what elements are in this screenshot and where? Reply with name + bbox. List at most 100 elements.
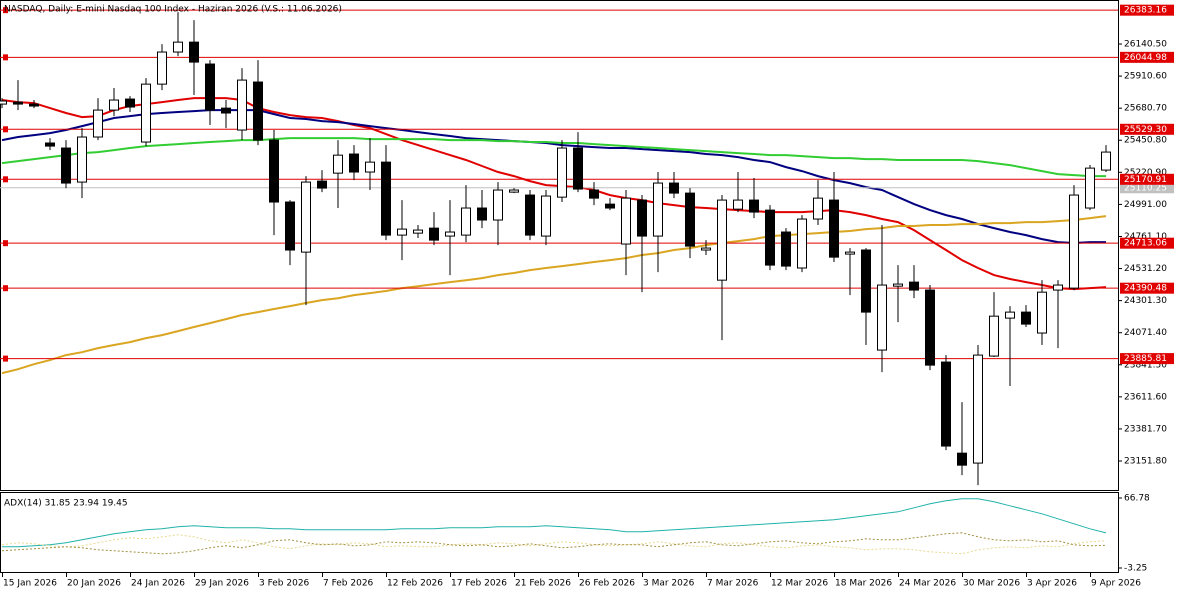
y-tick-label: 25680.70	[1124, 104, 1167, 114]
y-tick-label: -3.25	[1124, 564, 1147, 574]
level-label: 24713.06	[1124, 239, 1167, 249]
candle-body	[893, 283, 903, 287]
y-tick-label: 23151.80	[1124, 457, 1167, 467]
candle-body	[429, 227, 439, 241]
candle-body	[365, 161, 375, 173]
indicator-label: ADX(14) 31.85 23.94 19.45	[4, 499, 128, 509]
candle-body	[349, 153, 359, 173]
candle-body	[301, 181, 311, 253]
candle-body	[733, 199, 743, 210]
candle-body	[1005, 311, 1015, 319]
level-label: 23885.81	[1124, 354, 1167, 364]
candle-body	[61, 147, 71, 184]
candle-body	[573, 147, 583, 190]
level-marker	[3, 126, 8, 133]
candle-body	[797, 218, 807, 269]
x-tick-label: 15 Jan 2026	[3, 579, 57, 589]
main-panel	[0, 0, 1119, 491]
level-label: 25529.30	[1124, 125, 1167, 135]
candle-body	[477, 207, 487, 221]
candle-body	[941, 361, 951, 447]
level-marker	[3, 54, 8, 61]
candle-body	[685, 192, 695, 247]
candle-body	[877, 284, 887, 351]
candle-body	[813, 197, 823, 220]
y-tick-label: 24531.20	[1124, 264, 1167, 274]
candle-body	[541, 195, 551, 237]
candle-body	[525, 194, 535, 236]
candle-body	[1085, 167, 1095, 209]
candle-body	[1101, 151, 1111, 171]
candle-body	[253, 81, 263, 141]
level-tag	[1120, 51, 1174, 63]
candle-body	[925, 289, 935, 366]
x-tick-label: 20 Jan 2026	[67, 579, 121, 589]
candle-body	[381, 161, 391, 236]
candle-body	[445, 231, 455, 237]
candle-body	[1069, 194, 1079, 289]
candle-body	[29, 103, 39, 107]
y-tick-label: 24071.40	[1124, 328, 1167, 338]
candle-body	[957, 452, 967, 466]
x-tick-label: 26 Feb 2026	[579, 579, 635, 589]
candle-body	[93, 109, 103, 138]
candle-body	[701, 247, 711, 251]
candle-body	[77, 136, 87, 183]
x-tick-label: 12 Feb 2026	[387, 579, 443, 589]
y-tick-label: 25910.60	[1124, 72, 1167, 82]
candle-body	[749, 199, 759, 213]
candle-body	[621, 197, 631, 245]
candle-body	[461, 207, 471, 236]
moving-average-line	[1, 137, 1106, 178]
indicator-plot	[1, 498, 1107, 555]
candle-body	[333, 154, 343, 174]
x-tick-label: 7 Feb 2026	[323, 579, 374, 589]
y-tick-label: 23381.70	[1124, 424, 1167, 434]
candle-body	[669, 182, 679, 194]
level-marker	[3, 7, 8, 14]
y-tick-label: 25450.80	[1124, 136, 1167, 146]
price-line-tag	[1120, 182, 1174, 194]
y-tick-label: 24301.30	[1124, 296, 1167, 306]
candle-body	[237, 79, 247, 131]
level-label: 26044.98	[1124, 53, 1167, 63]
candle-body	[269, 139, 279, 203]
level-tag	[1120, 173, 1174, 185]
candle-body	[157, 51, 167, 85]
level-tag	[1120, 353, 1174, 365]
candle-body	[845, 251, 855, 255]
candle-body	[1037, 291, 1047, 334]
candle-body	[605, 203, 615, 209]
candle-body	[13, 101, 23, 105]
candle-body	[45, 142, 55, 147]
candle-body	[0, 100, 7, 105]
main-plot	[0, 7, 1118, 486]
candle-body	[397, 228, 407, 236]
candle-body	[221, 107, 231, 114]
y-tick-label: 26140.50	[1124, 40, 1167, 50]
candle-body	[1021, 311, 1031, 325]
chart-title: NASDAQ, Daily: E-mini Nasdaq 100 Index -…	[4, 5, 342, 15]
moving-average-line	[1, 97, 1107, 291]
price-line-label: 25110.25	[1124, 183, 1167, 193]
level-marker	[3, 240, 8, 247]
candle-body	[285, 201, 295, 251]
x-tick-label: 3 Mar 2026	[643, 579, 695, 589]
moving-average-line	[1, 215, 1107, 375]
candle-body	[781, 231, 791, 267]
x-tick-label: 24 Jan 2026	[131, 579, 185, 589]
candle-body	[509, 189, 519, 193]
x-tick-label: 3 Feb 2026	[259, 579, 310, 589]
x-tick-label: 21 Feb 2026	[515, 579, 571, 589]
candle-body	[861, 249, 871, 313]
level-label: 24390.48	[1124, 284, 1167, 294]
candle-body	[637, 199, 647, 237]
level-marker	[3, 355, 8, 362]
y-tick-label: 23611.60	[1124, 392, 1167, 402]
candle-body	[653, 182, 663, 237]
candle-body	[141, 83, 151, 143]
moving-average-line	[1, 109, 1106, 245]
candle-body	[557, 147, 567, 198]
x-tick-label: 17 Feb 2026	[451, 579, 507, 589]
